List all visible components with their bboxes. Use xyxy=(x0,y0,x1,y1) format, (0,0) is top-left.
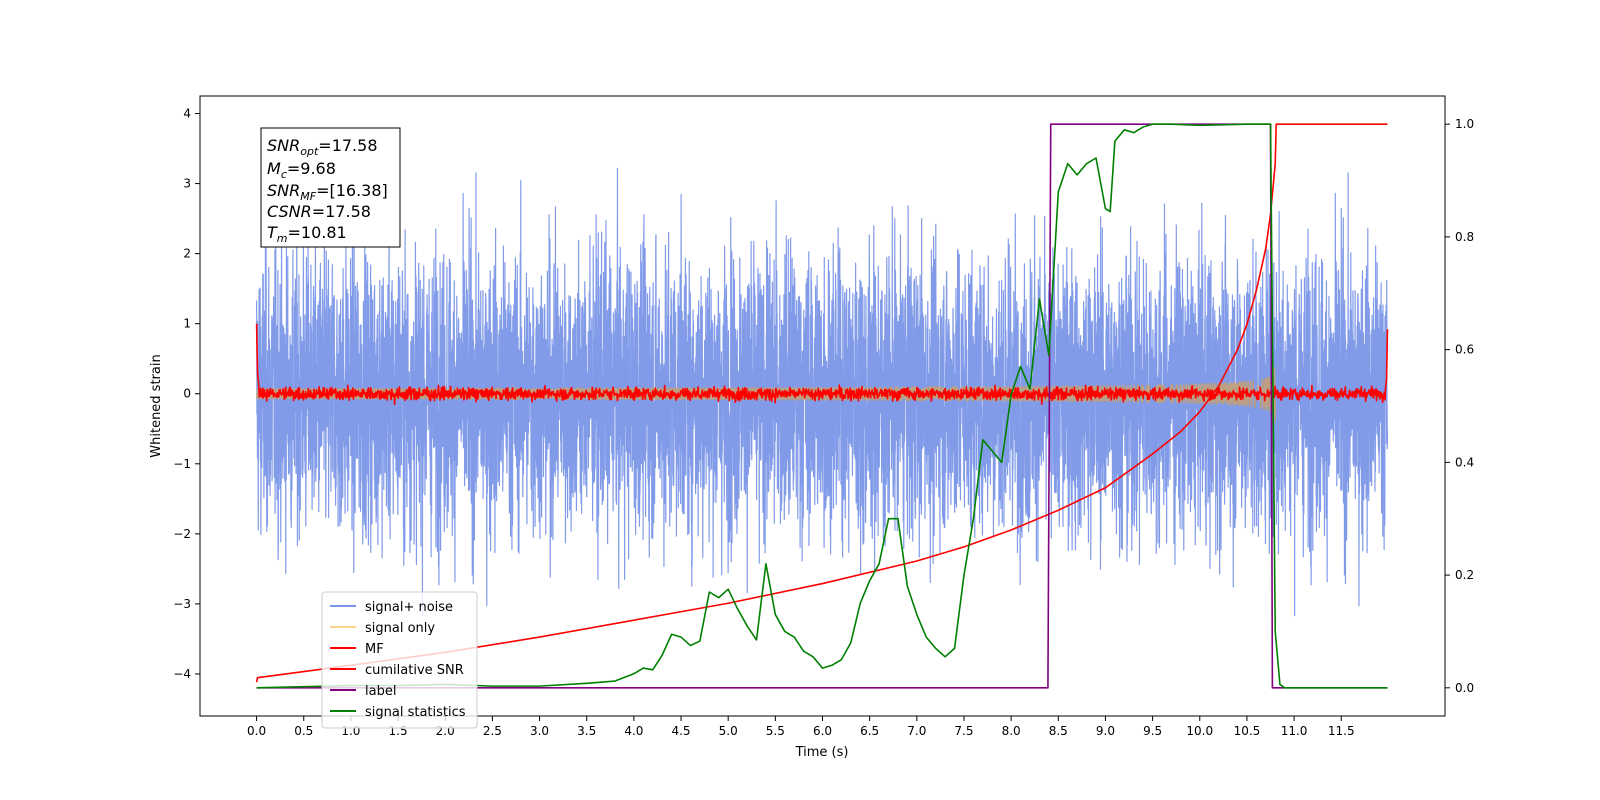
x-tick-label: 8.5 xyxy=(1049,724,1068,738)
x-tick-label: 9.5 xyxy=(1143,724,1162,738)
legend-frame xyxy=(321,591,478,729)
legend-label: signal only xyxy=(365,621,435,636)
x-tick-label: 11.5 xyxy=(1328,724,1355,738)
series-cumilative-snr-line xyxy=(255,123,1388,683)
x-tick-label: 4.0 xyxy=(624,724,643,738)
x-tick-label: 9.0 xyxy=(1096,724,1115,738)
y-axis-label: Whitened strain xyxy=(149,354,164,457)
y-tick-label: 3 xyxy=(183,177,191,191)
x-tick-label: 10.0 xyxy=(1186,724,1213,738)
legend-label: label xyxy=(365,684,396,699)
legend: signal+ noise signal only MF cumilative SNR… xyxy=(321,591,478,729)
x-tick-label: 6.5 xyxy=(860,724,879,738)
series-signal-statistics-line xyxy=(256,123,1388,689)
legend-label: cumilative SNR xyxy=(365,663,464,678)
x-tick-label: 7.5 xyxy=(954,724,973,738)
annotation-mc: Mc=9.68 xyxy=(267,159,336,181)
x-tick-label: 2.5 xyxy=(483,724,502,738)
axes: 0.0 0.5 1.0 1.5 2.0 2.5 3.0 3.5 4.0 4.5 5.0 5.5 6.0 6… xyxy=(173,107,1474,738)
y-tick-label: −2 xyxy=(173,527,191,541)
y-tick-label: 4 xyxy=(183,107,191,121)
annotation-box: SNRopt=17.58 Mc=9.68 SNRMF=[16.38] CSNR=… xyxy=(260,127,401,248)
y2-tick-label: 0.8 xyxy=(1455,230,1474,244)
x-tick-label: 5.0 xyxy=(719,724,738,738)
y-tick-label: −1 xyxy=(173,457,191,471)
x-tick-label: 11.0 xyxy=(1281,724,1308,738)
y2-tick-label: 0.2 xyxy=(1455,568,1474,582)
legend-entry: signal only xyxy=(330,621,435,636)
x-tick-label: 3.0 xyxy=(530,724,549,738)
plot-area xyxy=(255,123,1389,689)
legend-label: signal+ noise xyxy=(365,600,453,615)
y-tick-label: −4 xyxy=(173,667,191,681)
legend-entry: cumilative SNR xyxy=(330,663,464,678)
annotation-tm: Tm=10.81 xyxy=(267,223,347,245)
y2-tick-label: 0.4 xyxy=(1455,455,1474,469)
x-tick-label: 0.0 xyxy=(247,724,266,738)
y-tick-label: −3 xyxy=(173,597,191,611)
y-tick-label: 0 xyxy=(183,387,191,401)
annotation-csnr: CSNR=17.58 xyxy=(267,202,371,221)
x-tick-label: 10.5 xyxy=(1234,724,1261,738)
series-mf-line xyxy=(255,323,1389,405)
y2-tick-label: 0.0 xyxy=(1455,681,1474,695)
legend-entry: label xyxy=(330,684,396,699)
series-signal-noise-line xyxy=(255,167,1389,617)
x-tick-label: 7.0 xyxy=(907,724,926,738)
legend-entry: signal statistics xyxy=(330,705,466,720)
legend-label: MF xyxy=(365,642,384,657)
y2-tick-label: 0.6 xyxy=(1455,343,1474,357)
x-tick-label: 5.5 xyxy=(766,724,785,738)
y2-tick-label: 1.0 xyxy=(1455,117,1474,131)
legend-entry: signal+ noise xyxy=(330,600,453,615)
annotation-box-frame xyxy=(260,127,401,248)
x-tick-label: 4.5 xyxy=(671,724,690,738)
y-tick-label: 2 xyxy=(183,247,191,261)
annotation-snr-opt: SNRopt=17.58 xyxy=(267,136,378,158)
y-tick-label: 1 xyxy=(183,317,191,331)
x-tick-label: 6.0 xyxy=(813,724,832,738)
legend-entry: MF xyxy=(330,642,384,657)
legend-label: signal statistics xyxy=(365,705,466,720)
x-axis-label: Time (s) xyxy=(795,745,849,760)
x-tick-label: 0.5 xyxy=(294,724,313,738)
x-tick-label: 8.0 xyxy=(1002,724,1021,738)
x-tick-label: 3.5 xyxy=(577,724,596,738)
annotation-snr-mf: SNRMF=[16.38] xyxy=(267,181,388,203)
